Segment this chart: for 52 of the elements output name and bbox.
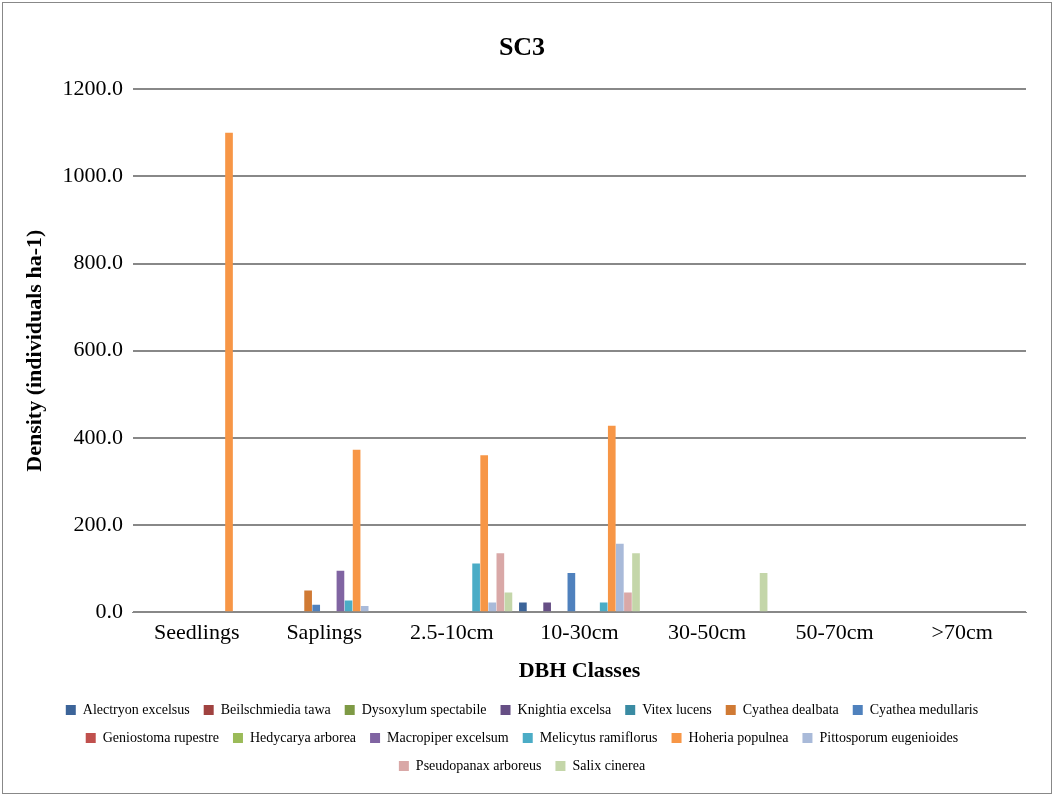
legend-label: Geniostoma rupestre <box>102 729 219 745</box>
bar <box>543 602 551 612</box>
bar <box>336 570 345 612</box>
y-tick-label: 0.0 <box>95 597 123 623</box>
legend-label: Melicytus ramiflorus <box>539 729 658 745</box>
y-axis-title: Density (individuals ha-1) <box>20 229 46 472</box>
x-tick-label: 2.5-10cm <box>410 619 494 645</box>
x-tick-label: 30-50cm <box>667 619 747 645</box>
legend-label: Beilschmiedia tawa <box>220 701 332 717</box>
bar <box>312 604 321 612</box>
x-axis-title: DBH Classes <box>518 657 641 683</box>
x-tick-label: Seedlings <box>153 619 240 645</box>
y-tick-label: 1200.0 <box>62 74 123 100</box>
y-tick-label: 400.0 <box>73 423 123 449</box>
bar <box>480 455 489 612</box>
bar <box>344 600 353 612</box>
legend-label: Cyathea dealbata <box>742 701 840 717</box>
y-tick-label: 800.0 <box>73 249 123 275</box>
bar <box>616 543 624 612</box>
legend-label: Dysoxylum spectabile <box>361 701 487 717</box>
bar <box>599 602 608 612</box>
bar <box>360 606 369 612</box>
bar <box>496 553 505 612</box>
bar <box>632 553 640 612</box>
x-tick-label: 10-30cm <box>540 619 619 645</box>
legend-label: Vitex lucens <box>642 701 712 717</box>
legend-label: Hoheria populnea <box>688 729 790 745</box>
x-tick-label: >70cm <box>931 619 993 645</box>
y-tick-label: 1000.0 <box>62 162 123 188</box>
legend-label: Cyathea medullaris <box>869 701 979 717</box>
bar <box>624 592 632 612</box>
y-tick-label: 600.0 <box>73 336 123 362</box>
bar <box>519 602 527 612</box>
bar <box>472 563 480 612</box>
bar <box>488 602 497 612</box>
x-tick-label: 50-70cm <box>795 619 874 645</box>
chart-title: SC3 <box>498 32 546 62</box>
bar <box>607 425 616 612</box>
bar <box>567 572 576 612</box>
legend-label: Pseudopanax arboreus <box>415 757 542 773</box>
y-tick-label: 200.0 <box>73 510 123 536</box>
legend-label: Macropiper excelsum <box>387 729 509 745</box>
x-tick-label: Saplings <box>286 619 363 645</box>
legend-label: Pittosporum eugenioides <box>819 729 959 745</box>
bar <box>304 590 312 612</box>
bar <box>225 132 233 612</box>
bar <box>759 572 768 612</box>
legend-label: Knightia excelsa <box>517 701 612 717</box>
bar <box>352 449 361 612</box>
legend-label: Hedycarya arborea <box>249 729 357 745</box>
legend-label: Alectryon excelsus <box>82 701 190 717</box>
legend-label: Salix cinerea <box>572 757 646 773</box>
